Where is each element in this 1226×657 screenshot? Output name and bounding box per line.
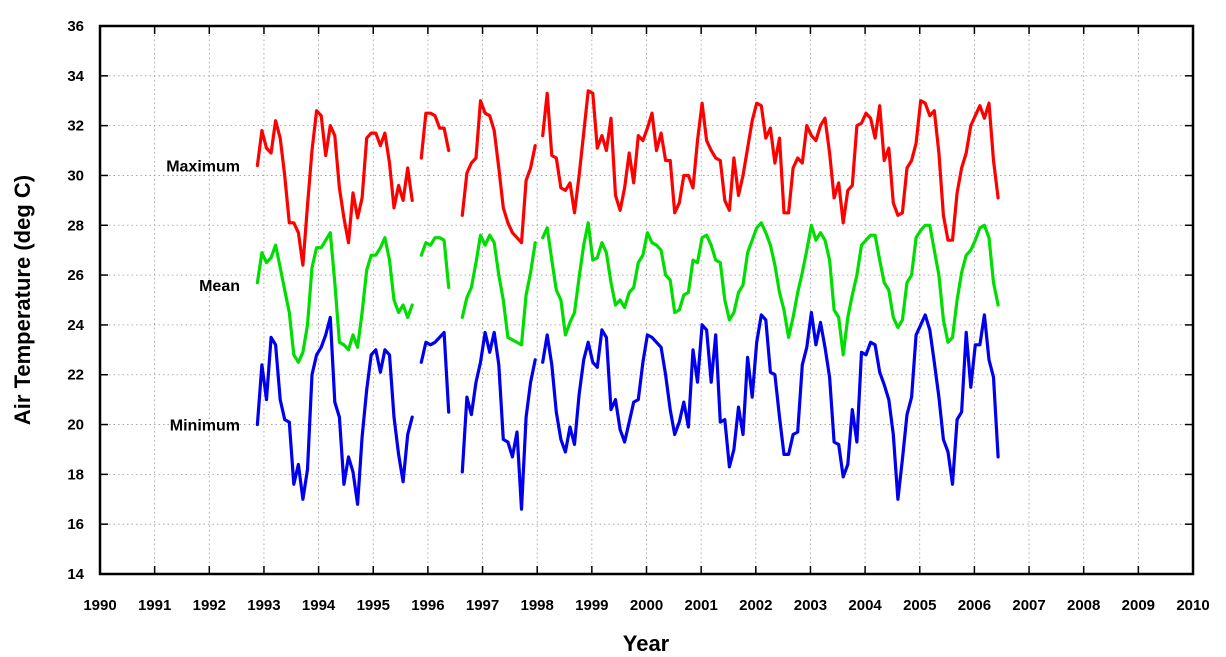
- x-tick-label: 1991: [138, 597, 171, 614]
- maximum-series-line: [419, 111, 451, 160]
- x-tick-label: 2004: [848, 597, 882, 614]
- y-tick-label: 30: [67, 167, 84, 184]
- maximum-series-line: [460, 99, 537, 245]
- x-tick-label: 2000: [630, 597, 663, 614]
- y-tick-label: 34: [67, 68, 84, 85]
- y-tick-label: 26: [67, 267, 84, 284]
- x-axis-title: Year: [623, 631, 670, 656]
- x-tick-label: 1994: [302, 597, 336, 614]
- series-label: Minimum: [170, 418, 240, 435]
- y-tick-label: 28: [67, 217, 84, 234]
- minimum-series-line: [460, 330, 537, 511]
- maximum-series-line: [541, 89, 1000, 242]
- maximum-series-line: [255, 109, 414, 267]
- mean-series-line: [460, 233, 537, 347]
- series-lines: [255, 89, 1000, 511]
- x-tick-label: 2007: [1012, 597, 1045, 614]
- y-tick-label: 14: [67, 566, 84, 583]
- y-tick-label: 16: [67, 516, 84, 533]
- y-tick-label: 20: [67, 417, 84, 434]
- x-tick-label: 2009: [1122, 597, 1155, 614]
- x-tick-label: 2001: [684, 597, 717, 614]
- y-axis-title: Air Temperature (deg C): [10, 175, 35, 425]
- x-tick-label: 2008: [1067, 597, 1100, 614]
- x-tick-label: 1997: [466, 597, 499, 614]
- x-tick-label: 1990: [83, 597, 116, 614]
- x-tick-label: 2006: [958, 597, 991, 614]
- x-tick-label: 1995: [357, 597, 390, 614]
- x-tick-label: 2003: [794, 597, 827, 614]
- y-tick-label: 32: [67, 118, 84, 135]
- x-tick-label: 1996: [411, 597, 444, 614]
- x-tick-label: 2002: [739, 597, 772, 614]
- mean-series-line: [255, 231, 414, 364]
- minimum-series-line: [541, 310, 1000, 501]
- mean-series-line: [541, 221, 1000, 357]
- x-tick-label: 1993: [247, 597, 280, 614]
- x-tick-label: 1999: [575, 597, 608, 614]
- x-tick-label: 1998: [521, 597, 554, 614]
- minimum-series-line: [419, 330, 451, 414]
- tick-labels: 1990 1991 1992 1993 1994 1995 1996 1997 1998 1999…: [67, 18, 1209, 614]
- axis-ticks: [99, 25, 1194, 575]
- x-tick-label: 2010: [1176, 597, 1209, 614]
- series-label: Maximum: [166, 158, 240, 175]
- y-tick-label: 22: [67, 367, 84, 384]
- y-tick-label: 18: [67, 466, 84, 483]
- grid: [100, 26, 1193, 574]
- series-label: Mean: [199, 278, 240, 295]
- x-tick-label: 2005: [903, 597, 936, 614]
- series-labels: Maximum Mean Minimum: [166, 158, 240, 434]
- y-tick-label: 24: [67, 317, 84, 334]
- y-tick-label: 36: [67, 18, 84, 35]
- x-tick-label: 1992: [193, 597, 226, 614]
- minimum-series-line: [255, 315, 414, 506]
- mean-series-line: [419, 236, 451, 290]
